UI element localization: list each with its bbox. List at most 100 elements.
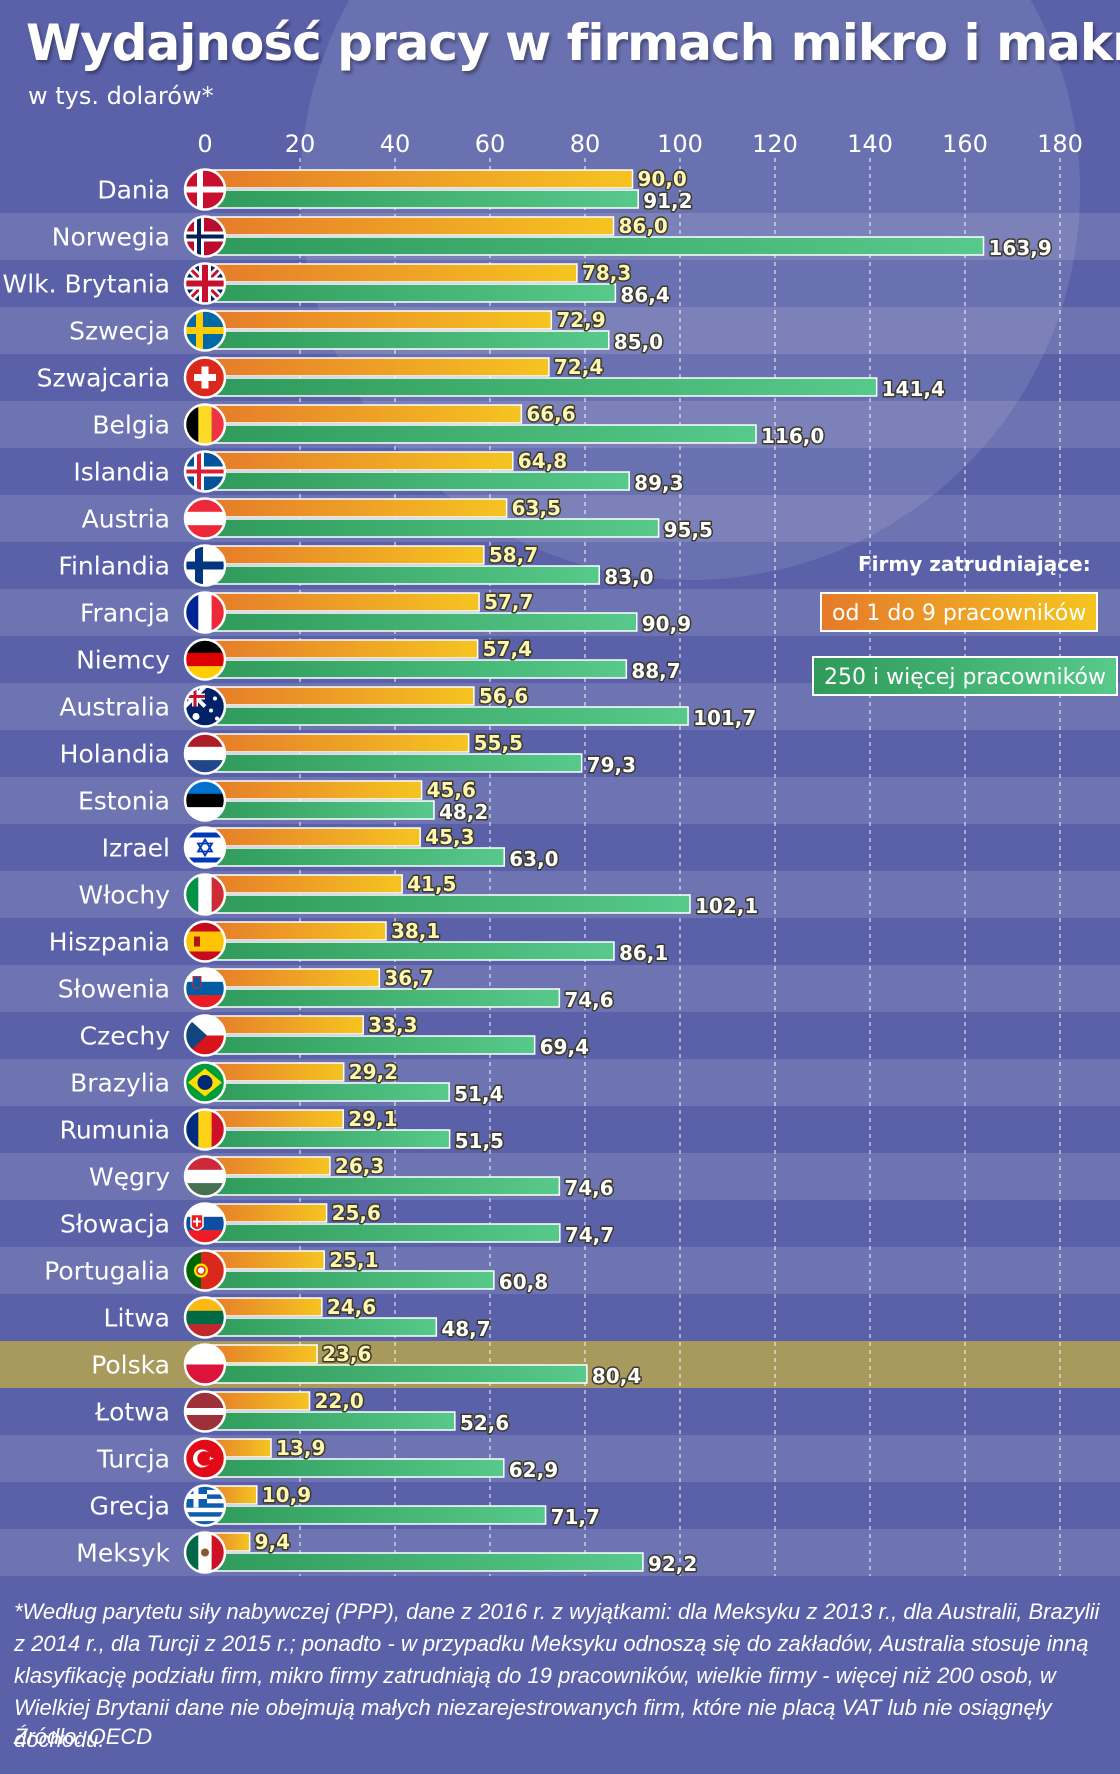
bar-value-label-micro: 22,0 bbox=[315, 1389, 364, 1413]
hungary-flag-icon bbox=[183, 1155, 227, 1198]
bar-large bbox=[204, 847, 505, 867]
x-tick-label: 160 bbox=[942, 130, 988, 158]
bar-large bbox=[204, 1129, 451, 1149]
slovenia-flag-icon bbox=[183, 967, 227, 1010]
bar-large bbox=[204, 753, 583, 773]
bar-large bbox=[204, 941, 615, 961]
bar-micro bbox=[204, 686, 475, 706]
bar-value-label-large: 102,1 bbox=[695, 894, 758, 918]
country-label: Łotwa bbox=[94, 1398, 170, 1427]
finland-flag-icon bbox=[183, 544, 227, 587]
bar-large bbox=[204, 988, 561, 1008]
country-label: Czechy bbox=[80, 1022, 171, 1051]
bar-value-label-micro: 41,5 bbox=[407, 872, 456, 896]
country-label: Australia bbox=[59, 693, 170, 722]
bar-micro bbox=[204, 263, 578, 283]
turkey-flag-icon bbox=[183, 1437, 227, 1480]
bar-value-label-micro: 33,3 bbox=[368, 1013, 417, 1037]
netherlands-flag-icon bbox=[183, 732, 227, 775]
poland-flag-icon bbox=[183, 1343, 227, 1386]
bar-micro bbox=[204, 733, 470, 753]
country-label: Izrael bbox=[102, 834, 170, 863]
denmark-flag-icon bbox=[183, 168, 227, 211]
bar-value-label-large: 63,0 bbox=[509, 847, 558, 871]
x-tick-label: 60 bbox=[475, 130, 506, 158]
bar-large bbox=[204, 424, 757, 444]
bar-value-label-micro: 36,7 bbox=[384, 966, 433, 990]
bar-value-label-large: 80,4 bbox=[592, 1364, 641, 1388]
bar-value-label-micro: 45,6 bbox=[427, 778, 476, 802]
bar-value-label-large: 92,2 bbox=[648, 1552, 697, 1576]
bar-micro bbox=[204, 404, 523, 424]
country-label: Belgia bbox=[92, 411, 170, 440]
x-tick-label: 40 bbox=[380, 130, 411, 158]
x-tick-label: 0 bbox=[197, 130, 212, 158]
bar-value-label-micro: 29,1 bbox=[348, 1107, 397, 1131]
bar-large bbox=[204, 1035, 536, 1055]
country-label: Islandia bbox=[73, 458, 170, 487]
country-label: Polska bbox=[91, 1351, 170, 1380]
bar-large bbox=[204, 1317, 438, 1337]
country-label: Słowenia bbox=[58, 975, 170, 1004]
bar-large bbox=[204, 236, 985, 256]
bar-value-label-large: 83,0 bbox=[604, 565, 653, 589]
switzerland-flag-icon bbox=[183, 356, 227, 399]
bar-value-label-micro: 9,4 bbox=[255, 1530, 290, 1554]
bar-value-label-large: 89,3 bbox=[634, 471, 683, 495]
bar-value-label-micro: 45,3 bbox=[425, 825, 474, 849]
bar-large bbox=[204, 565, 600, 585]
country-label: Węgry bbox=[89, 1163, 170, 1192]
bar-large bbox=[204, 1458, 505, 1478]
israel-flag-icon bbox=[183, 826, 227, 869]
bar-micro bbox=[204, 310, 553, 330]
country-label: Litwa bbox=[104, 1304, 170, 1333]
bar-large bbox=[204, 1082, 450, 1102]
bar-value-label-large: 52,6 bbox=[460, 1411, 509, 1435]
legend-large: 250 i więcej pracowników bbox=[812, 656, 1118, 696]
bar-value-label-micro: 90,0 bbox=[638, 167, 687, 191]
country-label: Włochy bbox=[78, 881, 170, 910]
bar-value-label-micro: 72,4 bbox=[554, 355, 603, 379]
country-label: Wlk. Brytania bbox=[3, 270, 171, 299]
brazil-flag-icon bbox=[183, 1061, 227, 1104]
bar-value-label-large: 71,7 bbox=[551, 1505, 600, 1529]
x-tick-label: 120 bbox=[752, 130, 798, 158]
bar-value-label-large: 79,3 bbox=[587, 753, 636, 777]
page-subtitle: w tys. dolarów* bbox=[28, 82, 214, 110]
bar-value-label-large: 74,6 bbox=[564, 988, 613, 1012]
bar-large bbox=[204, 1364, 588, 1384]
bar-value-label-micro: 38,1 bbox=[391, 919, 440, 943]
bar-value-label-large: 86,4 bbox=[620, 283, 669, 307]
bar-value-label-micro: 56,6 bbox=[479, 684, 528, 708]
bar-value-label-large: 88,7 bbox=[631, 659, 680, 683]
bar-micro bbox=[204, 592, 480, 612]
bar-chart: 0 20 40 60 80 100 120 140 160 180 90,091,2 Dania 86… bbox=[0, 130, 1120, 1578]
bar-large bbox=[204, 706, 689, 726]
france-flag-icon bbox=[183, 591, 227, 634]
legend-title: Firmy zatrudniające: bbox=[858, 552, 1091, 576]
bar-value-label-micro: 86,0 bbox=[619, 214, 668, 238]
bar-value-label-micro: 55,5 bbox=[474, 731, 523, 755]
bar-large bbox=[204, 1411, 456, 1431]
country-label: Brazylia bbox=[70, 1069, 170, 1098]
norway-flag-icon bbox=[183, 215, 227, 258]
bar-large bbox=[204, 1505, 547, 1525]
germany-flag-icon bbox=[183, 638, 227, 681]
belgium-flag-icon bbox=[183, 403, 227, 446]
bar-micro bbox=[204, 498, 508, 518]
bar-value-label-large: 60,8 bbox=[499, 1270, 548, 1294]
country-label: Grecja bbox=[90, 1492, 171, 1521]
country-label: Holandia bbox=[60, 740, 170, 769]
country-label: Niemcy bbox=[76, 646, 170, 675]
bar-value-label-micro: 57,4 bbox=[483, 637, 532, 661]
country-label: Austria bbox=[82, 505, 170, 534]
bar-micro bbox=[204, 451, 514, 471]
bar-value-label-large: 51,5 bbox=[455, 1129, 504, 1153]
page-title: Wydajność pracy w firmach mikro i makro bbox=[26, 14, 1120, 72]
bar-micro bbox=[204, 545, 485, 565]
bar-large bbox=[204, 612, 638, 632]
bar-large bbox=[204, 283, 617, 303]
bar-value-label-large: 48,7 bbox=[441, 1317, 490, 1341]
source-note: Źródło: OECD bbox=[14, 1724, 153, 1749]
bar-value-label-micro: 57,7 bbox=[484, 590, 533, 614]
